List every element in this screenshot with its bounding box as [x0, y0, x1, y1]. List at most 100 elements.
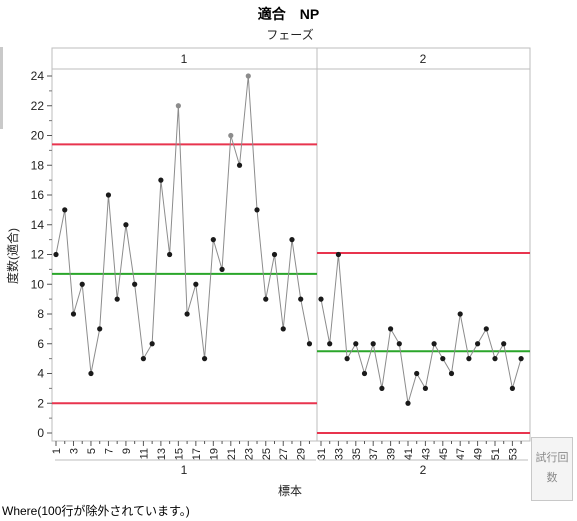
run-count-button[interactable]: 試行回数	[531, 437, 573, 501]
collapse-handle[interactable]	[0, 47, 3, 129]
data-point	[158, 177, 164, 183]
x-tick-label: 13	[156, 448, 168, 460]
data-point	[483, 326, 489, 332]
data-point	[167, 251, 173, 258]
x-tick-label: 53	[507, 448, 519, 460]
data-point	[518, 356, 524, 362]
data-point	[388, 326, 394, 332]
x-tick-label: 11	[138, 448, 150, 459]
y-tick-label: 12	[31, 248, 45, 262]
x-axis: 1 3 5 7 9 11 13 15 17 19 21 23 25 27 29 31 33 35 37 39 41 43 4…	[51, 441, 522, 460]
y-axis-title: 度数(適合)	[5, 228, 20, 284]
y-tick-label: 2	[37, 396, 44, 410]
phase-axis-label-2: 2	[420, 463, 427, 477]
data-point	[414, 370, 420, 377]
x-tick-label: 51	[490, 448, 502, 460]
y-tick-label: 14	[31, 218, 45, 232]
x-tick-label: 33	[333, 448, 345, 460]
control-limits	[52, 143, 530, 434]
chart-title: 適合 NP	[257, 6, 320, 22]
data-point	[289, 237, 295, 243]
data-point	[379, 385, 385, 391]
x-tick-label: 5	[86, 448, 98, 454]
x-tick-label: 23	[243, 448, 255, 460]
data-point	[280, 326, 286, 332]
data-point	[405, 400, 411, 406]
phase-header-1: 1	[181, 52, 188, 66]
data-point	[184, 311, 190, 317]
where-clause-footer: Where(100行が除外されています。)	[2, 504, 190, 518]
data-point	[509, 385, 515, 391]
data-point	[318, 296, 324, 302]
x-tick-label: 27	[278, 448, 290, 460]
data-point	[353, 341, 359, 347]
x-tick-label: 41	[403, 448, 415, 460]
data-point	[327, 341, 333, 347]
out-of-control-point	[228, 132, 234, 139]
series-line	[55, 75, 310, 374]
x-tick-label: 17	[191, 448, 203, 460]
data-point	[114, 296, 120, 302]
phase-axis-label-1: 1	[181, 463, 188, 477]
data-point	[448, 370, 455, 377]
y-tick-label: 20	[31, 129, 45, 143]
x-tick-label: 31	[316, 448, 328, 460]
x-tick-label: 19	[208, 448, 220, 460]
x-tick-label: 45	[438, 448, 450, 460]
data-point	[236, 162, 243, 168]
phase-header-2: 2	[420, 52, 427, 66]
x-tick-label: 15	[173, 448, 185, 460]
phase-label: フェーズ	[266, 27, 313, 42]
data-point	[271, 251, 278, 258]
y-tick-label: 16	[31, 188, 45, 202]
data-point	[132, 281, 138, 287]
data-point	[440, 356, 446, 362]
data-point	[62, 207, 68, 213]
data-point	[475, 341, 481, 347]
data-point	[335, 251, 341, 258]
data-point	[149, 341, 155, 347]
data-point	[140, 356, 146, 362]
y-tick-label: 10	[31, 277, 45, 291]
x-tick-label: 35	[351, 448, 363, 460]
plot-frame	[51, 68, 531, 442]
out-of-control-point	[245, 73, 251, 79]
x-tick-label: 37	[368, 448, 380, 460]
data-point	[88, 370, 94, 377]
data-point	[193, 281, 199, 287]
y-tick-label: 18	[31, 158, 45, 172]
x-tick-label: 9	[121, 448, 133, 454]
data-point	[501, 341, 507, 347]
data-point	[370, 341, 376, 347]
data-point	[105, 192, 112, 198]
x-tick-label: 43	[420, 448, 432, 460]
series-line	[320, 254, 522, 404]
data-point	[210, 237, 216, 243]
y-tick-label: 0	[37, 426, 44, 440]
data-point	[201, 356, 208, 362]
x-tick-label: 47	[455, 448, 467, 460]
out-of-control-point	[175, 103, 181, 109]
phase-header-box	[51, 47, 531, 70]
x-tick-label: 7	[103, 448, 115, 454]
x-tick-label: 25	[261, 448, 273, 460]
y-tick-label: 8	[37, 307, 44, 321]
data-point	[396, 341, 402, 347]
y-tick-label: 22	[31, 99, 45, 113]
x-axis-title: 標本	[278, 484, 302, 498]
data-point	[492, 356, 498, 362]
data-point	[466, 356, 472, 362]
x-tick-label: 21	[226, 448, 238, 460]
data-point	[219, 266, 225, 272]
data-point	[97, 326, 103, 332]
data-point	[422, 385, 428, 391]
data-series	[53, 73, 524, 406]
data-point	[306, 341, 313, 347]
data-point	[70, 311, 77, 317]
y-tick-label: 4	[37, 367, 44, 381]
data-point	[344, 356, 350, 362]
x-tick-label: 39	[386, 448, 398, 460]
y-tick-label: 6	[37, 337, 44, 351]
